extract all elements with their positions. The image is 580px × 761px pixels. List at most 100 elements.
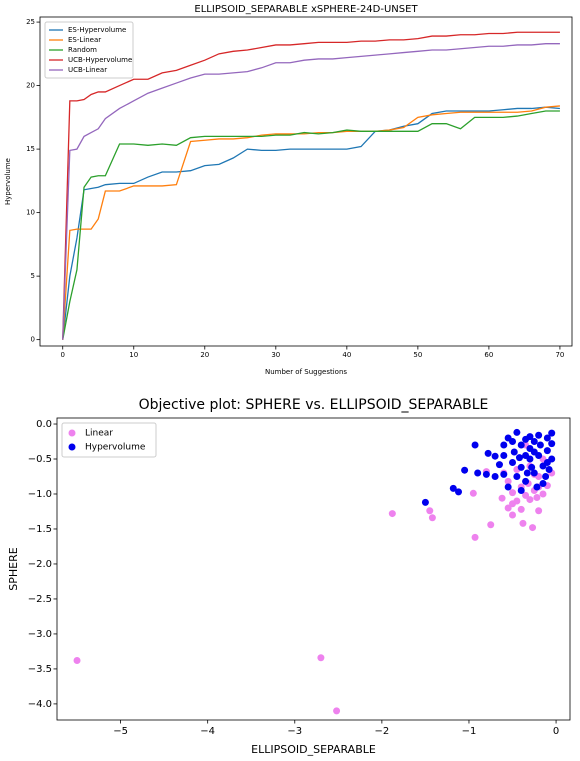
- scatter-point: [504, 483, 512, 491]
- chart-title: ELLIPSOID_SEPARABLE xSPHERE-24D-UNSET: [194, 4, 418, 15]
- scatter-point: [522, 491, 530, 499]
- y-tick-label: −1.5: [28, 524, 52, 535]
- x-tick-label: 0: [60, 351, 64, 359]
- x-tick-label: 30: [271, 351, 280, 359]
- scatter-point: [535, 431, 543, 439]
- x-tick-label: 10: [129, 351, 138, 359]
- scatter-point: [509, 459, 517, 467]
- scatter-point: [528, 463, 536, 471]
- scatter-point: [536, 441, 544, 449]
- scatter-point: [495, 461, 503, 469]
- y-axis-label: SPHERE: [7, 547, 20, 590]
- scatter-point: [471, 533, 479, 541]
- y-tick-label: 10: [26, 209, 35, 217]
- scatter-point: [504, 477, 512, 485]
- legend-box: [44, 21, 134, 79]
- scatter-point: [487, 521, 495, 529]
- scatter-point: [484, 449, 492, 457]
- y-tick-label: −3.0: [28, 629, 52, 640]
- scatter-point: [543, 447, 551, 455]
- scatter-point: [461, 466, 469, 474]
- scatter-point: [509, 438, 517, 446]
- legend-label: UCB-Linear: [68, 66, 107, 74]
- scatter-point: [510, 448, 518, 456]
- scatter-point: [388, 510, 396, 518]
- y-tick-label: 25: [26, 18, 35, 26]
- legend: Linear Hypervolume: [61, 422, 157, 458]
- plot-area: [56, 417, 571, 721]
- scatter-point: [539, 479, 547, 487]
- x-tick-label: 0: [553, 726, 559, 737]
- chart-title: Objective plot: SPHERE vs. ELLIPSOID_SEP…: [139, 397, 489, 413]
- scatter-point: [504, 504, 512, 512]
- scatter-point: [526, 496, 534, 504]
- y-tick-label: 0: [31, 336, 35, 344]
- scatter-point: [449, 484, 457, 492]
- legend-box: [61, 422, 157, 458]
- scatter-point: [542, 472, 550, 480]
- scatter-point: [517, 463, 525, 471]
- x-tick-label: −2: [374, 726, 389, 737]
- scatter-point: [500, 470, 508, 478]
- scatter-point: [509, 511, 517, 519]
- y-tick-label: 15: [26, 145, 35, 153]
- scatter-point: [533, 493, 541, 501]
- scatter-point: [500, 452, 508, 460]
- scatter-point: [317, 654, 325, 662]
- legend-marker: [68, 429, 76, 437]
- scatter-point: [530, 469, 538, 477]
- scatter-point: [517, 486, 525, 494]
- x-tick-label: −5: [113, 726, 128, 737]
- scatter-point: [530, 438, 538, 446]
- plot-area: [39, 16, 573, 347]
- scatter-point: [513, 497, 521, 505]
- scatter-point: [421, 498, 429, 506]
- scatter-point: [469, 489, 477, 497]
- scatter-point: [522, 452, 530, 460]
- scatter-point: [474, 469, 482, 477]
- y-tick-label: −4.0: [28, 699, 52, 710]
- y-axis-label: Hypervolume: [4, 158, 12, 205]
- scatter-point: [529, 524, 537, 532]
- scatter-point: [548, 429, 556, 437]
- scatter-point: [333, 707, 341, 715]
- scatter-point: [530, 448, 538, 456]
- series-line: [62, 105, 560, 340]
- scatter-point: [482, 470, 490, 478]
- x-tick-label: 70: [555, 351, 564, 359]
- scatter-point: [539, 490, 547, 498]
- scatter-point: [535, 507, 543, 515]
- x-tick-label: 50: [413, 351, 422, 359]
- y-tick-label: −1.0: [28, 489, 52, 500]
- series-line: [62, 43, 560, 340]
- x-tick-label: −3: [287, 726, 302, 737]
- scatter-point: [519, 519, 527, 527]
- y-tick-label: −3.5: [28, 664, 52, 675]
- legend-marker: [68, 443, 76, 451]
- scatter-point: [498, 494, 506, 502]
- x-axis-label: ELLIPSOID_SEPARABLE: [251, 743, 376, 756]
- legend-label: ES-Hypervolume: [68, 26, 126, 34]
- series-line: [62, 110, 560, 340]
- series-line: [62, 106, 560, 340]
- legend-label: ES-Linear: [68, 36, 101, 44]
- scatter-point: [491, 452, 499, 460]
- scatter-point: [500, 441, 508, 449]
- series-line: [62, 31, 560, 340]
- x-tick-label: −4: [200, 726, 215, 737]
- legend: ES-Hypervolume ES-Linear Random UCB-Hypervo…: [44, 21, 134, 79]
- scatter-point: [513, 472, 521, 480]
- x-tick-label: 60: [484, 351, 493, 359]
- scatter-point: [471, 441, 479, 449]
- scatter-point: [523, 469, 531, 477]
- y-tick-label: 20: [26, 82, 35, 90]
- scatter-point: [428, 514, 436, 522]
- y-tick-label: 0.0: [36, 419, 52, 430]
- y-tick-label: −2.5: [28, 594, 52, 605]
- x-tick-label: −1: [462, 726, 477, 737]
- legend-label: Hypervolume: [85, 443, 146, 453]
- x-tick-label: 40: [342, 351, 351, 359]
- scatter-point: [517, 441, 525, 449]
